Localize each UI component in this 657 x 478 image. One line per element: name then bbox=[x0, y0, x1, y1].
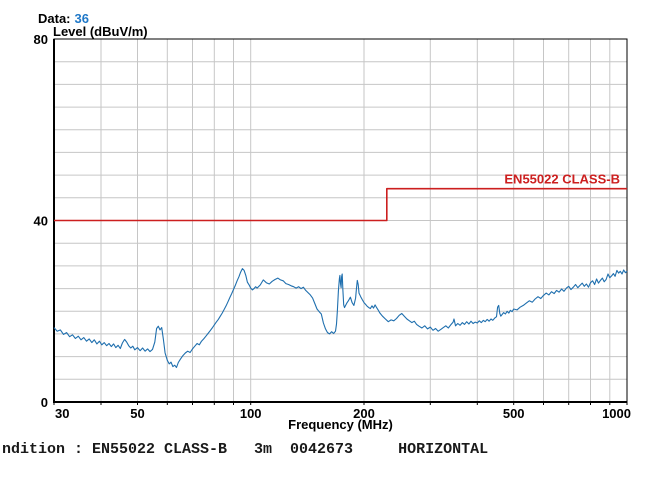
x-tick-label: 500 bbox=[503, 406, 525, 421]
x-tick-label: 50 bbox=[130, 406, 144, 421]
y-tick-label: 40 bbox=[34, 214, 48, 229]
y-tick-label: 0 bbox=[41, 395, 48, 410]
y-axis-title: Level (dBuV/m) bbox=[53, 24, 148, 39]
x-tick-label: 200 bbox=[353, 406, 375, 421]
condition-status-line: ndition : EN55022 CLASS-B 3m 0042673 HOR… bbox=[2, 441, 489, 458]
x-tick-label: 100 bbox=[240, 406, 262, 421]
x-tick-label: 30 bbox=[55, 406, 69, 421]
x-ticks bbox=[53, 402, 628, 405]
y-tick-label: 80 bbox=[34, 32, 48, 47]
x-axis-title: Frequency (MHz) bbox=[288, 417, 393, 432]
x-tick-label: 1000 bbox=[602, 406, 631, 421]
measurement-trace bbox=[53, 268, 628, 369]
gridlines bbox=[54, 39, 627, 402]
limit-line bbox=[54, 187, 627, 222]
data-label: Data: bbox=[38, 11, 71, 26]
data-value: 36 bbox=[74, 11, 89, 26]
limit-label: EN55022 CLASS-B bbox=[504, 172, 620, 187]
data-readout: Data: 36 bbox=[38, 11, 89, 26]
